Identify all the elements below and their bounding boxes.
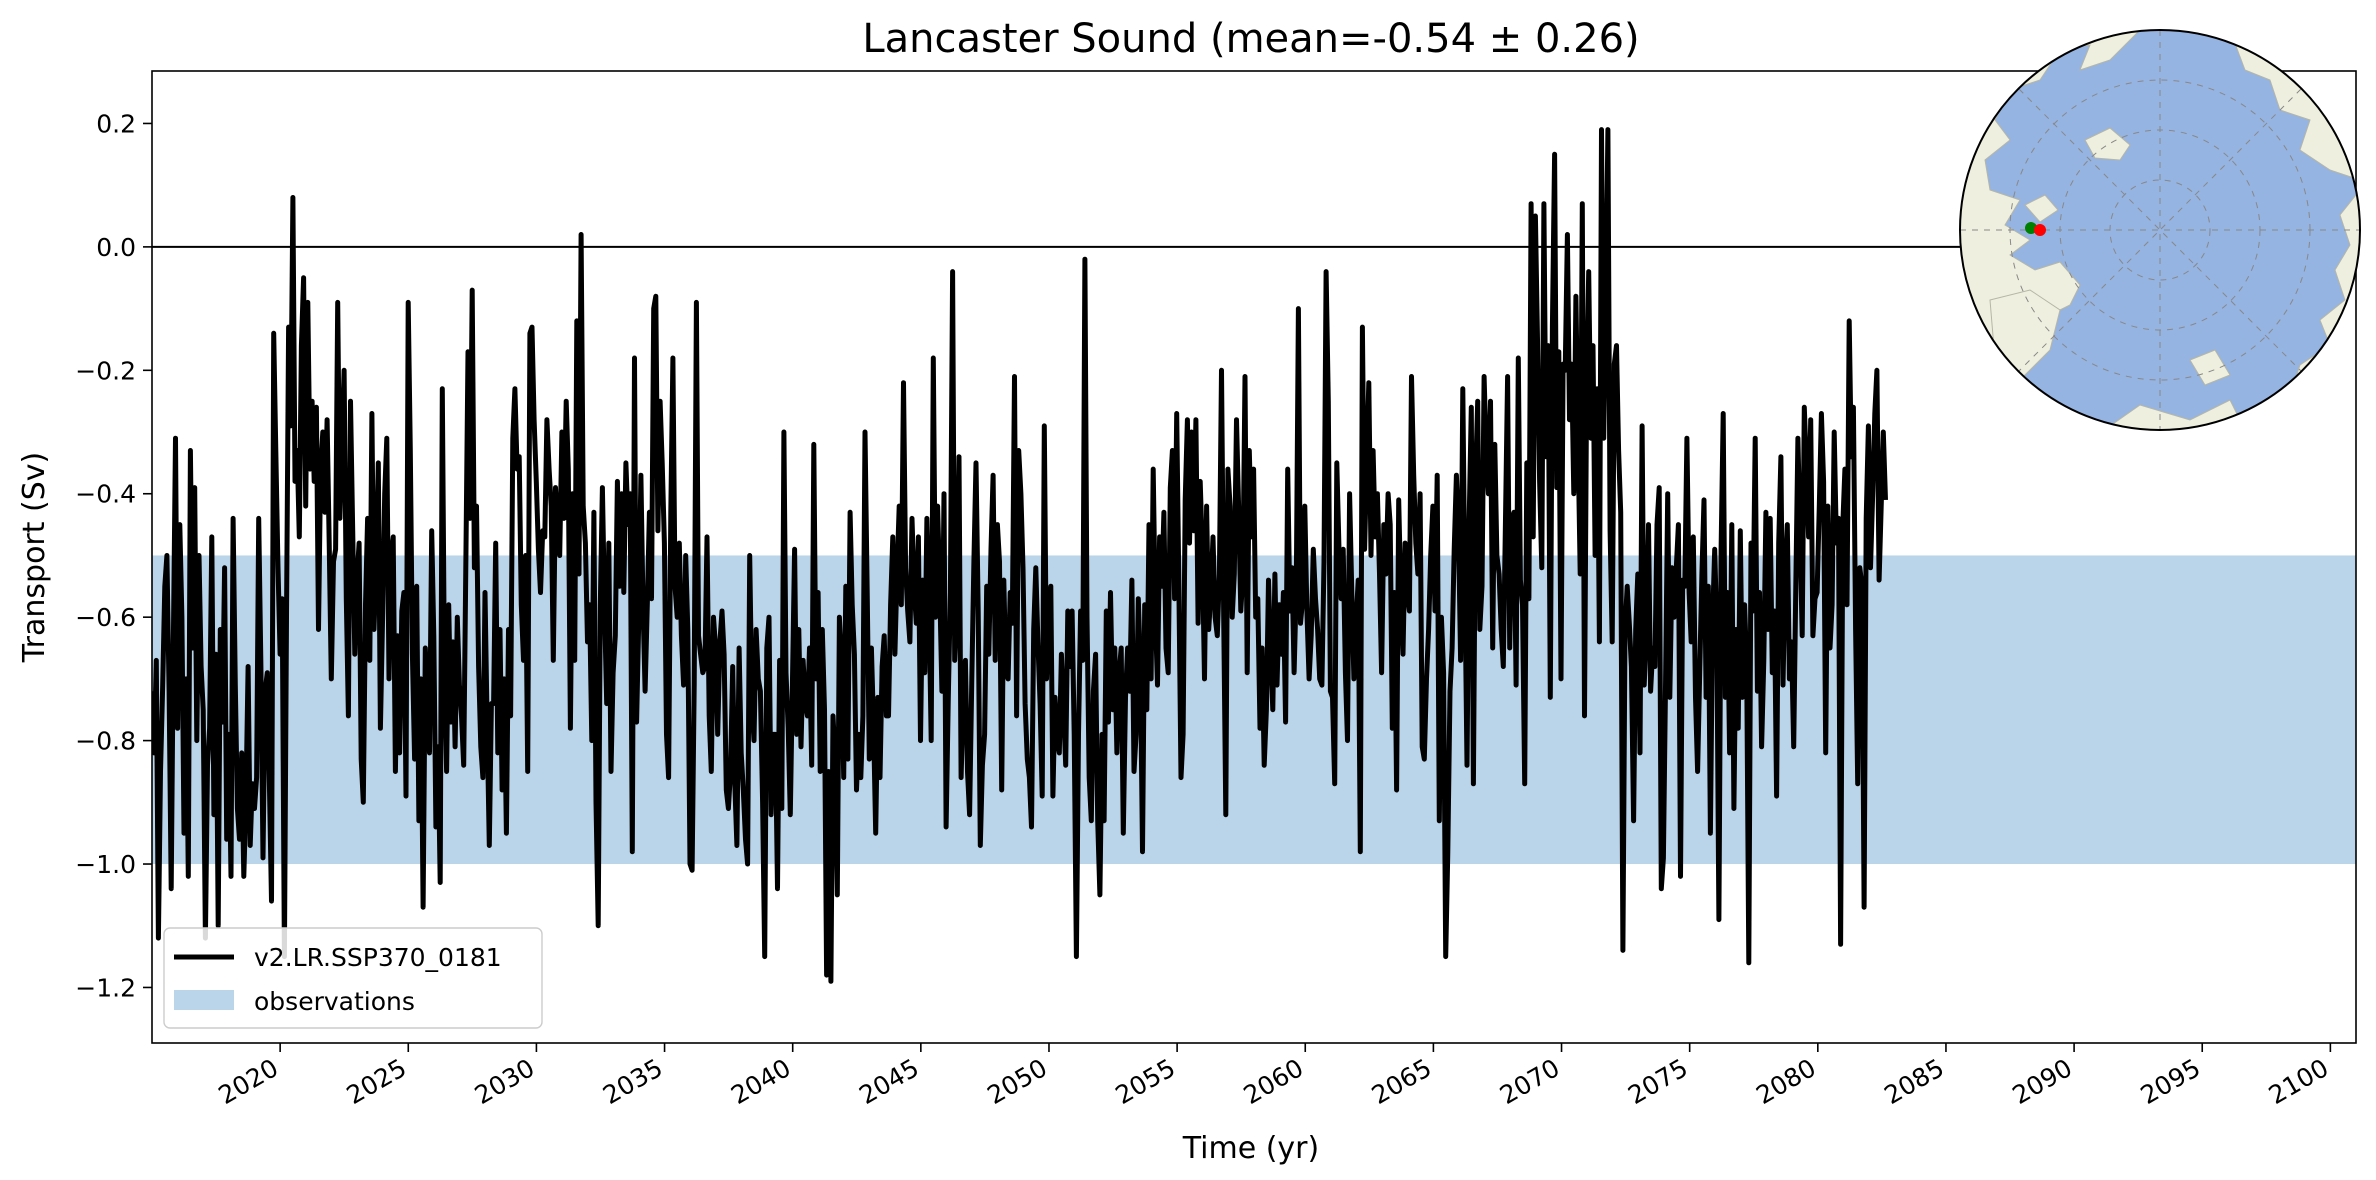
x-tick-label: 2075 [1623,1053,1693,1110]
legend-frame [163,927,543,1029]
y-axis-ticks: 0.2 0.0 −0.2 −0.4 −0.6 −0.8 −1.0 −1.2 [75,109,152,1002]
y-tick-label: 0.2 [96,109,136,138]
x-tick-label: 2090 [2007,1053,2077,1110]
x-tick-label: 2020 [214,1053,284,1110]
x-tick-label: 2025 [342,1053,412,1110]
x-tick-label: 2045 [854,1053,924,1110]
x-tick-label: 2080 [1751,1053,1821,1110]
y-tick-label: −1.2 [75,973,136,1002]
x-tick-label: 2065 [1367,1053,1437,1110]
map-graticule [1960,30,2360,430]
y-tick-label: 0.0 [96,233,136,262]
x-tick-label: 2085 [1879,1053,1949,1110]
x-tick-label: 2035 [598,1053,668,1110]
y-tick-label: −0.6 [75,603,136,632]
chart-title: Lancaster Sound (mean=-0.54 ± 0.26) [862,16,1639,62]
y-tick-label: −0.2 [75,356,136,385]
x-axis-ticks: 2020 2025 2030 2035 2040 2045 2050 2055 2060 2065… [214,1043,2334,1110]
x-axis-label: Time (yr) [1182,1131,1319,1166]
legend: v2.LR.SSP370_0181 observations [163,927,543,1029]
map-border [1959,29,2361,431]
series-line [152,127,1888,984]
x-tick-label: 2055 [1111,1053,1181,1110]
legend-label-observations: observations [254,987,415,1016]
axes-frame [151,70,2357,1044]
inset-map [1959,29,2361,431]
x-tick-label: 2070 [1495,1053,1565,1110]
x-tick-label: 2040 [726,1053,796,1110]
x-tick-label: 2060 [1239,1053,1309,1110]
legend-label-series: v2.LR.SSP370_0181 [254,943,502,972]
map-marker-start [2025,222,2037,234]
series-line-layer [152,127,1888,984]
y-tick-label: −0.4 [75,480,136,509]
x-tick-label: 2100 [2264,1053,2334,1110]
y-tick-label: −1.0 [75,850,136,879]
legend-band-swatch [174,990,234,1010]
x-tick-label: 2030 [470,1053,540,1110]
plot-area [152,127,2356,984]
map-marker-end [2034,224,2046,236]
y-tick-label: −0.8 [75,727,136,756]
x-tick-label: 2050 [982,1053,1052,1110]
x-tick-label: 2095 [2136,1053,2206,1110]
y-axis-label: Transport (Sv) [17,452,52,664]
